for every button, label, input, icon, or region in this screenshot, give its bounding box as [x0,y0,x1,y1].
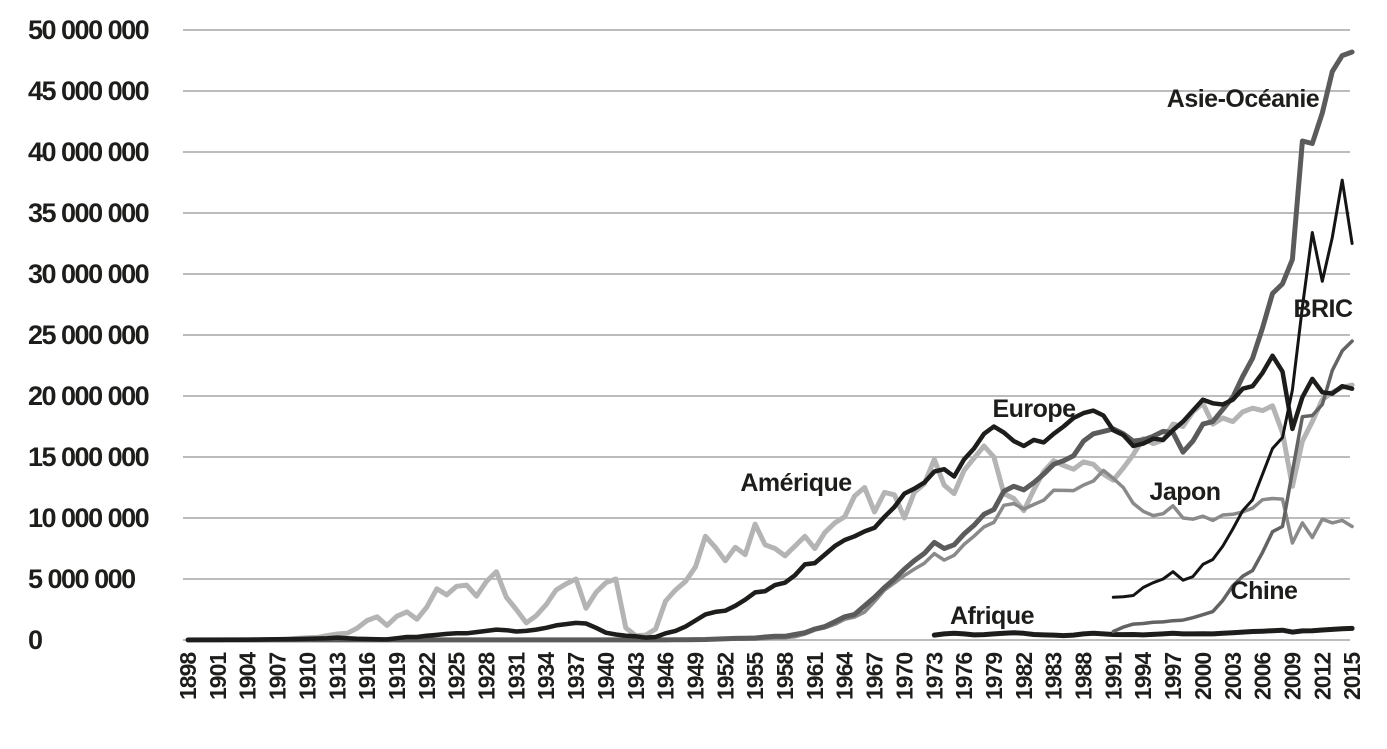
x-tick-label: 2006 [1250,653,1276,700]
x-tick-label: 1955 [742,652,768,700]
x-tick-label: 2012 [1309,653,1335,700]
x-tick-label: 1898 [175,652,201,700]
x-tick-label: 1904 [235,652,261,700]
series-label-japon: Japon [1149,478,1220,506]
series-label-chine: Chine [1231,577,1299,605]
x-tick-label: 1931 [503,652,529,700]
series-lines [185,49,1355,643]
x-tick-label: 2015 [1339,652,1365,700]
x-tick-label: 1943 [623,653,649,700]
y-tick-label: 30 000 000 [28,259,149,289]
x-tick-label: 1928 [474,652,500,700]
series-label-asie-oceanie: Asie-Océanie [1167,85,1320,113]
x-tick-label: 1925 [444,652,470,700]
series-line-bric [1111,178,1354,599]
x-tick-label: 1976 [951,653,977,700]
x-tick-label: 1964 [832,652,858,700]
series-label-amerique: Amérique [740,469,852,497]
x-axis-labels: 1898 1901 1904 1907 1910 1913 1916 1919 1922 1925… [175,652,1365,700]
x-tick-label: 1901 [205,652,231,700]
series-label-bric: BRIC [1293,295,1353,323]
y-tick-label: 25 000 000 [28,320,149,350]
x-tick-label: 1967 [862,653,888,700]
series-line-afrique [931,625,1355,639]
x-tick-label: 1994 [1130,652,1156,700]
x-tick-label: 1961 [802,652,828,700]
x-tick-label: 1973 [921,653,947,700]
y-axis-labels: 0 5 000 000 10 000 000 15 000 000 20 000 000… [28,15,150,655]
x-tick-label: 1958 [772,652,798,700]
x-tick-label: 1907 [265,653,291,700]
series-line-amerique [185,382,1355,643]
x-tick-label: 1997 [1160,653,1186,700]
x-tick-label: 1916 [354,653,380,700]
x-tick-label: 1983 [1041,653,1067,700]
x-tick-label: 1949 [682,653,708,700]
y-tick-label: 15 000 000 [28,442,149,472]
x-tick-label: 1913 [324,653,350,700]
x-tick-label: 1934 [533,652,559,700]
series-line-chine [1111,339,1354,634]
y-tick-label: 5 000 000 [28,564,135,594]
x-tick-label: 1970 [891,653,917,700]
x-tick-label: 2009 [1279,653,1305,700]
x-tick-label: 1922 [414,653,440,700]
series-label-europe: Europe [992,395,1076,423]
x-tick-label: 2000 [1190,653,1216,700]
x-tick-label: 1982 [1011,653,1037,700]
y-tick-label: 50 000 000 [28,15,149,45]
y-tick-label: 35 000 000 [28,198,149,228]
y-tick-label: 45 000 000 [28,76,149,106]
x-tick-label: 1910 [294,653,320,700]
x-tick-label: 1979 [981,653,1007,700]
series-label-afrique: Afrique [950,602,1035,630]
x-tick-label: 1937 [563,653,589,700]
x-tick-label: 2003 [1220,653,1246,700]
x-tick-label: 1919 [384,653,410,700]
x-tick-label: 1988 [1071,652,1097,700]
y-tick-label: 10 000 000 [28,503,149,533]
x-tick-label: 1952 [712,653,738,700]
series-line-asie-oceanie [185,49,1355,643]
x-tick-label: 1946 [653,653,679,700]
gridlines [183,29,1350,641]
x-tick-label: 1940 [593,653,619,700]
series-labels: Amérique Japon Afrique Chine Asie-Océanie Eur… [740,85,1353,630]
y-tick-label: 0 [28,625,42,655]
y-tick-label: 40 000 000 [28,137,149,167]
series-line-europe [185,353,1355,643]
x-tick-label: 1991 [1100,652,1126,700]
y-tick-label: 20 000 000 [28,381,149,411]
